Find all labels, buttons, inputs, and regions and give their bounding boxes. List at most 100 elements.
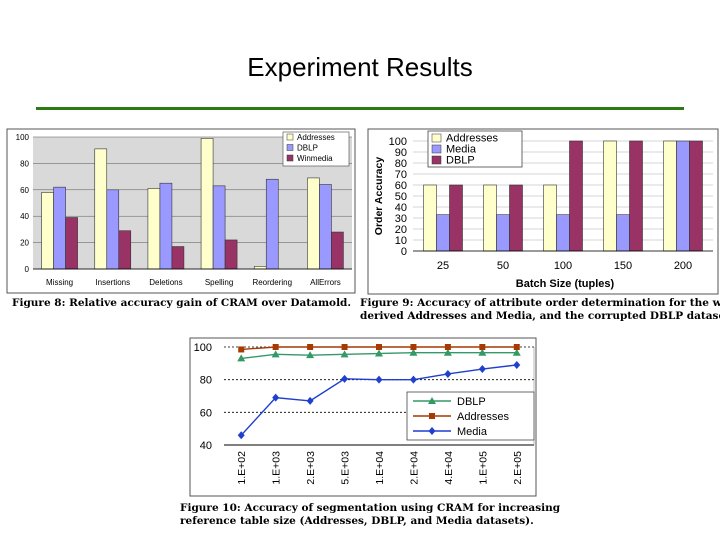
fig10-x-tick-label: 2.E+05	[512, 451, 524, 485]
fig10-y-tick-label: 100	[194, 342, 212, 354]
fig8-bar	[307, 177, 320, 270]
fig9-bar	[483, 184, 497, 252]
fig10-legend-marker	[428, 397, 436, 404]
fig10-point	[341, 374, 349, 383]
fig9-y-tick-label: 40	[395, 202, 407, 214]
fig10-point	[512, 348, 521, 356]
fig9-bar	[543, 184, 557, 252]
fig10-point	[306, 351, 315, 359]
fig9-bar	[449, 184, 463, 252]
fig8-y-tick-label: 60	[20, 186, 29, 195]
fig8-x-tick-label: Reordering	[252, 278, 292, 287]
fig10-legend-marker	[429, 413, 435, 419]
fig9-x-tick-label: 25	[437, 260, 449, 272]
title-underline	[36, 107, 684, 110]
fig8-x-tick-label: Missing	[46, 278, 73, 287]
fig9-bar	[629, 140, 643, 252]
fig9-y-tick-label: 60	[395, 180, 407, 192]
fig8-bar	[224, 239, 238, 270]
fig10-point	[375, 349, 383, 357]
fig10-point	[443, 348, 452, 356]
fig8-y-tick-label: 80	[20, 159, 29, 168]
fig8-y-tick-label: 0	[25, 265, 30, 274]
fig10-point	[271, 350, 280, 358]
fig9-legend-label: Addresses	[446, 133, 498, 145]
figure-10-caption-line-1: Figure 10: Accuracy of segmentation usin…	[180, 502, 561, 514]
fig10-point	[307, 344, 314, 350]
fig9-y-tick-label: 30	[395, 213, 407, 225]
fig9-y-tick-label: 50	[395, 191, 407, 203]
fig8-bar	[65, 217, 78, 270]
figure-9-caption-line-2: derived Addresses and Media, and the cor…	[360, 310, 720, 323]
fig8-bar	[331, 231, 344, 270]
fig9-x-tick-label: 150	[614, 260, 632, 272]
fig9-bar	[556, 214, 570, 252]
figure-10-caption-line-2: reference table size (Addresses, DBLP, a…	[180, 515, 534, 528]
fig10-point	[237, 431, 245, 440]
fig8-bar	[94, 148, 108, 270]
fig9-x-axis-title: Batch Size (tuples)	[516, 278, 615, 290]
fig9-legend-label: Media	[446, 144, 477, 156]
fig9-y-tick-label: 10	[395, 235, 407, 247]
fig10-point	[409, 348, 418, 356]
fig10-point	[479, 344, 486, 350]
fig10-x-tick-label: 1.E+05	[477, 451, 489, 485]
fig8-legend-label: Winmedia	[297, 154, 333, 163]
fig10-legend-label: Media	[457, 426, 488, 438]
fig8-x-tick-label: Spelling	[205, 278, 233, 287]
fig9-legend-swatch	[431, 133, 442, 143]
figure-9-caption: Figure 9: Accuracy of attribute order de…	[360, 297, 720, 323]
fig9-legend-swatch	[431, 144, 442, 154]
fig8-legend-swatch	[286, 144, 294, 151]
fig10-point	[341, 344, 348, 350]
fig9-x-tick-label: 50	[497, 260, 509, 272]
fig8-bar	[147, 188, 161, 270]
fig9-x-tick-label: 200	[674, 260, 692, 272]
fig9-legend-label: DBLP	[446, 155, 475, 167]
fig8-bar	[106, 189, 120, 270]
fig10-point	[513, 344, 520, 350]
fig9-bar	[423, 184, 437, 252]
fig10-y-tick-label: 40	[200, 440, 212, 452]
fig9-y-tick-label: 80	[395, 158, 407, 170]
fig9-legend-box	[427, 130, 523, 168]
fig10-point	[410, 344, 417, 350]
fig10-point	[272, 344, 279, 350]
figure-8-caption-text: Figure 8: Relative accuracy gain of CRAM…	[12, 297, 352, 309]
fig9-bar	[436, 214, 450, 252]
fig8-x-tick-label: Deletions	[149, 278, 182, 287]
fig9-y-tick-label: 20	[395, 224, 407, 236]
fig9-y-tick-label: 100	[389, 136, 407, 148]
fig9-bar	[603, 140, 617, 252]
figure-9-caption-line-1: Figure 9: Accuracy of attribute order de…	[360, 297, 720, 309]
fig10-point	[409, 375, 417, 384]
fig8-legend-swatch	[286, 154, 294, 162]
fig8-x-tick-label: Insertions	[95, 278, 130, 287]
fig9-y-tick-label: 0	[401, 246, 407, 258]
fig8-legend-label: Addresses	[297, 133, 335, 142]
fig9-x-tick-label: 100	[554, 260, 572, 272]
fig9-bar	[496, 214, 510, 252]
fig10-x-tick-label: 4.E+04	[443, 451, 455, 485]
fig10-point	[272, 393, 280, 402]
fig10-point	[375, 375, 383, 384]
fig9-legend-swatch	[431, 155, 442, 165]
fig8-legend-box	[282, 131, 350, 167]
slide-title: Experiment Results	[247, 52, 473, 82]
fig10-x-tick-label: 5.E+03	[340, 451, 352, 485]
fig10-legend-label: Addresses	[457, 411, 509, 423]
fig10-point	[478, 365, 486, 374]
fig10-legend-label: DBLP	[457, 396, 486, 408]
fig8-bar	[319, 184, 332, 270]
fig10-point	[478, 348, 487, 356]
fig10-x-tick-label: 2.E+03	[305, 451, 317, 485]
fig9-bar	[676, 140, 690, 252]
fig10-point	[237, 354, 246, 362]
fig10-point	[513, 360, 521, 369]
fig8-legend-label: DBLP	[297, 144, 318, 153]
fig10-point	[306, 396, 314, 405]
fig9-y-tick-label: 70	[395, 169, 407, 181]
fig10-point	[444, 369, 452, 378]
fig8-y-tick-label: 40	[20, 212, 29, 221]
fig8-bar	[171, 246, 185, 270]
